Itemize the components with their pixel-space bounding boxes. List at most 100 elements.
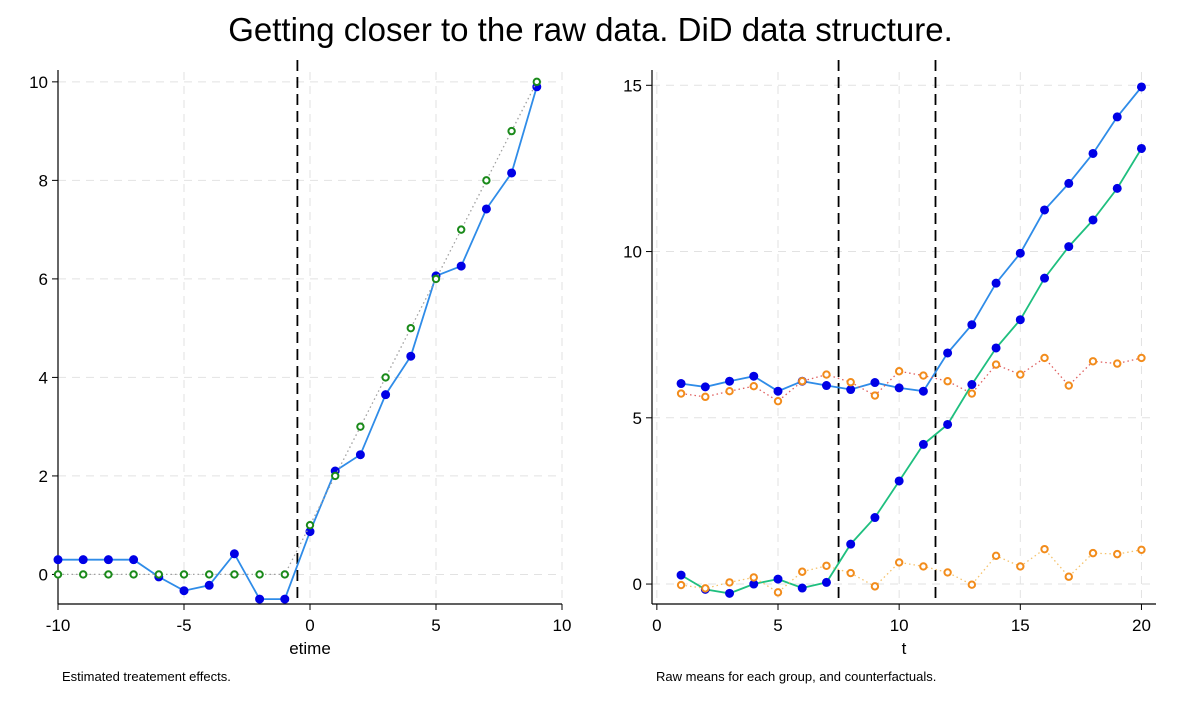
right-chart-series-2-point [1040,353,1049,363]
right-chart-series-3-point [1137,545,1146,555]
right-chart-series-3-point [943,568,952,577]
right-chart-series-3-point [919,562,928,571]
right-chart-series-2-point [1137,353,1146,363]
left-chart-series-1-point [280,570,289,579]
right-chart-series-3-point [870,582,880,591]
left-chart-series-0-point [355,450,365,460]
right-chart-series-2-point [725,387,734,396]
right-chart-series-0-point [725,376,735,386]
chart-title: Getting closer to the raw data. DiD data… [228,11,953,48]
right-chart-series-2-point [1088,357,1098,366]
right-chart-series-1-point [870,513,880,523]
right-chart-series-3-point [749,573,758,582]
left-chart-series-1-point [305,520,315,530]
right-chart-series-0-point [749,371,759,381]
left-chart-series-0-point [456,261,466,271]
left-chart-series-0-point [103,555,113,565]
right-chart-series-3-point [1064,572,1073,581]
right-chart-series-0-point [676,379,686,389]
right-chart-series-1-point [676,570,686,580]
right-chart-series-0-point [943,348,953,358]
right-chart-series-1-point [967,380,977,390]
right-chart-series-3-point [798,567,807,576]
right-chart-series-2-point [822,370,831,379]
left-chart-y-tick-label: 6 [39,270,48,289]
right-chart-series-2-point [701,392,710,402]
right-chart-series-2-point [967,389,977,398]
right-chart-series-2-point [846,378,855,387]
note-right: Raw means for each group, and counterfac… [656,669,937,684]
left-chart-series-0-point [507,168,517,178]
right-chart-series-3-point [676,580,686,590]
right-chart-series-2-point [1113,359,1122,368]
left-chart-series-1-point [331,471,340,481]
left-chart-series-0-point [481,204,491,214]
right-chart-series-0-point [870,378,880,388]
left-chart-x-tick-label: 10 [553,616,572,635]
right-chart-series-1-point [1136,143,1146,153]
right-chart-series-1-point [797,583,807,593]
right-chart-series-1-line [680,148,1143,595]
right-chart-series-3-point [1040,544,1049,554]
right-chart-series-2-point [749,382,758,391]
left-chart-series-1-point [532,77,541,87]
left-chart-series-1-point [482,176,491,185]
right-chart-series-0-point [1064,178,1074,188]
right-chart-series-3-point [991,551,1001,560]
left-chart-series-1-point [205,570,214,579]
left-chart-y-tick-label: 0 [39,565,48,584]
right-chart-series-1-point [918,439,928,449]
right-chart-series-0-point [1015,248,1025,258]
right-chart-series-1-point [1064,242,1074,252]
right-chart-y-tick-label: 15 [623,76,642,95]
left-chart-series-1-point [179,570,189,579]
right-chart-series-3-point [701,584,710,593]
right-chart-series-3-point [894,558,904,567]
note-left: Estimated treatement effects. [62,669,231,684]
right-chart-x-tick-label: 0 [652,616,661,635]
left-chart-series-1-point [255,570,264,579]
right-chart-series-3-point [967,580,977,589]
right-chart-series-2-point [1064,381,1073,390]
right-chart-series-1-point [821,577,831,587]
left-chart-series-0-line [58,86,538,600]
left-chart-series-0-point [78,555,88,565]
right-chart-series-1-point [1040,273,1050,283]
left-chart-y-tick-label: 10 [29,73,48,92]
right-chart-series-2-point [919,371,928,380]
right-chart-series-1-point [1088,215,1098,225]
right-chart-series-0-point [700,382,710,392]
right-chart-x-tick-label: 15 [1011,616,1030,635]
right-chart-series-1-point [846,539,856,549]
left-chart-x-tick-label: -5 [176,616,191,635]
left-chart-y-tick-label: 4 [39,368,48,387]
right-chart-series-2-point [943,377,952,386]
left-chart-y-tick-label: 8 [39,171,48,190]
right-chart-series-0-point [821,381,831,391]
right-chart-series-0-point [894,383,904,393]
right-chart-series-3-point [1113,549,1122,559]
right-chart-series-2-point [1016,370,1025,379]
right-chart-series-1-point [991,343,1001,353]
left-chart-series-1-point [129,570,138,579]
right-chart-series-0-point [1088,148,1098,158]
left-chart-series-1-point [53,570,63,579]
right-chart-x-tick-label: 20 [1132,616,1151,635]
right-chart-series-0-point [1136,82,1146,92]
right-chart-series-0-point [1040,205,1050,215]
left-chart-series-1-point [104,570,113,579]
right-chart-series-2-point [798,377,807,386]
right-chart-series-1-point [773,574,783,584]
right-chart-series-0-point [991,278,1001,288]
left-chart-series-0-point [204,580,214,590]
right-chart-series-3-point [846,568,855,578]
left-chart-series-0-point [53,555,63,565]
right-chart-series-0-point [967,320,977,330]
right-chart-series-2-point [870,391,880,400]
left-chart-series-1-point [381,373,390,382]
left-chart-series-0-point [406,351,416,361]
right-chart-x-axis-title: t [902,639,907,658]
left-chart-series-1-point [457,225,466,234]
right-chart-y-tick-label: 5 [633,409,642,428]
